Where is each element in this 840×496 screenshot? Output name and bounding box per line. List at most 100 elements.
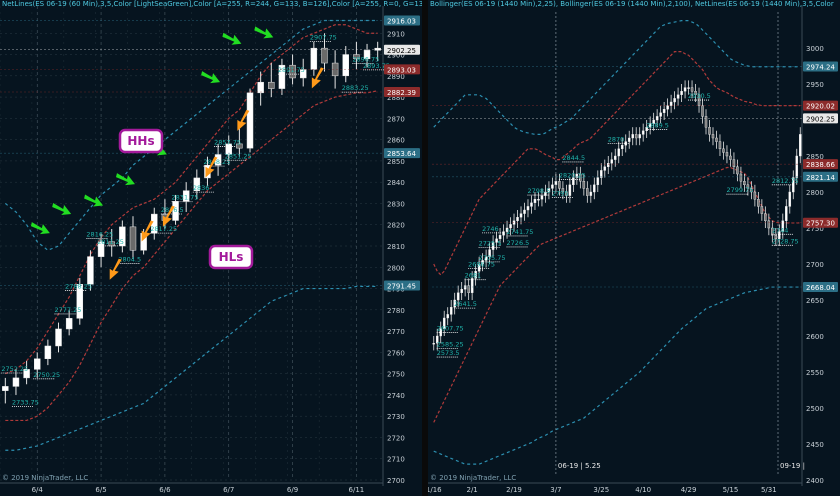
price-bar-body <box>505 227 509 232</box>
green-arrow-icon-shape <box>115 173 135 186</box>
x-tick-label: 3/25 <box>593 486 609 494</box>
price-bar-body <box>701 105 704 117</box>
price-bar-body <box>225 143 232 155</box>
y-tick-label: 2770 <box>387 328 405 336</box>
x-tick-label: 2/19 <box>506 486 522 494</box>
right-chart-copyright: © 2019 NinjaTrader, LLC <box>430 474 517 482</box>
price-bar-body <box>704 116 708 128</box>
net-line-label: 2752.25 <box>1 365 28 373</box>
price-bar-body <box>687 87 690 89</box>
price-label-box <box>803 61 838 72</box>
price-label-box <box>803 171 838 182</box>
bollinger-upper-small-line <box>433 50 801 276</box>
green-arrow-icon <box>30 222 50 235</box>
price-bar-body <box>516 216 519 221</box>
price-bar-body <box>669 101 673 106</box>
price-bar-body <box>432 343 435 345</box>
price-bar-body <box>767 220 771 229</box>
price-bar-body <box>453 299 456 308</box>
net-line-label: 2817.25 <box>150 225 177 233</box>
y-tick-label: 2850 <box>806 153 824 161</box>
y-tick-label: 2880 <box>387 94 405 102</box>
price-bar-body <box>683 87 687 92</box>
y-tick-label: 2800 <box>387 264 405 272</box>
price-label-box <box>384 280 420 291</box>
price-bar-body <box>463 285 467 290</box>
price-bar-body <box>638 134 641 139</box>
price-bar-body <box>676 94 680 99</box>
y-tick-label: 2950 <box>806 81 824 89</box>
net-line-label: 2893.75 <box>363 62 390 70</box>
price-bar-body <box>746 184 750 189</box>
price-bar-body <box>586 188 589 196</box>
price-bar-body <box>257 81 264 94</box>
y-tick-label: 3000 <box>806 45 824 53</box>
price-bar-body <box>442 317 446 330</box>
price-bar-body <box>753 191 757 200</box>
panel-divider[interactable] <box>422 0 428 496</box>
green-arrow-icon-shape <box>201 71 221 84</box>
left-chart[interactable]: 2700271027202730274027502760277027802790… <box>0 0 422 496</box>
price-bar-body <box>470 278 474 293</box>
y-tick-label: 2400 <box>806 477 824 485</box>
price-bar-body <box>579 173 582 182</box>
price-bar-body <box>182 190 190 202</box>
net-line-label: 2744 <box>772 226 789 234</box>
price-bar-body <box>129 226 137 251</box>
orange-arrow-icon <box>311 67 324 89</box>
orange-arrow-icon-shape <box>141 220 154 242</box>
net-line-label: 2607.75 <box>437 324 464 332</box>
right-chart[interactable]: 2400 2450 2500 2550 2600 2650 2700 2750 2800 2850… <box>428 0 840 496</box>
price-bar-body <box>533 198 537 203</box>
price-label-text: 2668.04 <box>806 284 835 292</box>
net-line-label: 2585.25 <box>437 341 464 349</box>
y-tick-label: 2760 <box>387 349 405 357</box>
net-line-label: 2889.5 <box>646 122 669 130</box>
net-line-label: 2705.75 <box>479 254 506 262</box>
orange-arrow-icon <box>109 258 122 280</box>
price-label-text: 2920.02 <box>806 103 835 111</box>
net-line-label: 2907.75 <box>310 34 337 42</box>
y-tick-label: 2450 <box>806 441 824 449</box>
price-label-box <box>803 159 838 170</box>
price-bar-body <box>502 231 505 236</box>
price-bar-body <box>652 119 655 124</box>
y-tick-label: 2900 <box>387 52 405 60</box>
net-line-label: 2777.25 <box>55 306 82 314</box>
y-tick-label: 2830 <box>387 200 405 208</box>
price-bar-body <box>278 64 286 89</box>
net-line-label: 2746 <box>482 225 499 233</box>
y-tick-label: 2840 <box>387 179 405 187</box>
price-label-text: 2821.14 <box>806 174 835 182</box>
price-bar-body <box>526 206 530 211</box>
price-label-text: 2902.25 <box>806 115 835 123</box>
x-tick-label: 2/1 <box>467 486 478 494</box>
price-bar-body <box>739 173 743 182</box>
price-bar-body <box>484 256 488 261</box>
orange-arrow-icon-shape <box>237 109 250 131</box>
net-line-label: 2795 <box>552 190 569 198</box>
price-bar-body <box>460 289 463 294</box>
price-bar-body <box>193 177 201 191</box>
price-bar-body <box>690 87 694 92</box>
net-line-label: 2725.5 <box>479 240 502 248</box>
price-bar-body <box>488 249 491 258</box>
price-label-box <box>384 148 420 159</box>
bollinger-lower-small-line <box>5 90 378 422</box>
orange-arrow-icon <box>205 156 218 178</box>
green-arrow-icon-shape <box>84 194 104 207</box>
price-bar-body <box>722 148 725 153</box>
price-bar-body <box>44 345 52 359</box>
x-tick-label: 6/4 <box>32 486 44 494</box>
net-line-label: 2816.25 <box>86 230 113 238</box>
x-tick-label: 4/29 <box>681 486 697 494</box>
price-bar-body <box>575 173 579 178</box>
price-bar-body <box>750 188 753 193</box>
y-axis-strip <box>802 0 840 496</box>
price-bar-body <box>718 141 722 150</box>
price-bar-body <box>97 241 105 257</box>
bollinger-lower-small-line <box>433 166 801 423</box>
green-arrow-icon-shape <box>222 32 242 45</box>
price-bar-body <box>764 213 767 222</box>
green-arrow-icon <box>115 173 135 186</box>
